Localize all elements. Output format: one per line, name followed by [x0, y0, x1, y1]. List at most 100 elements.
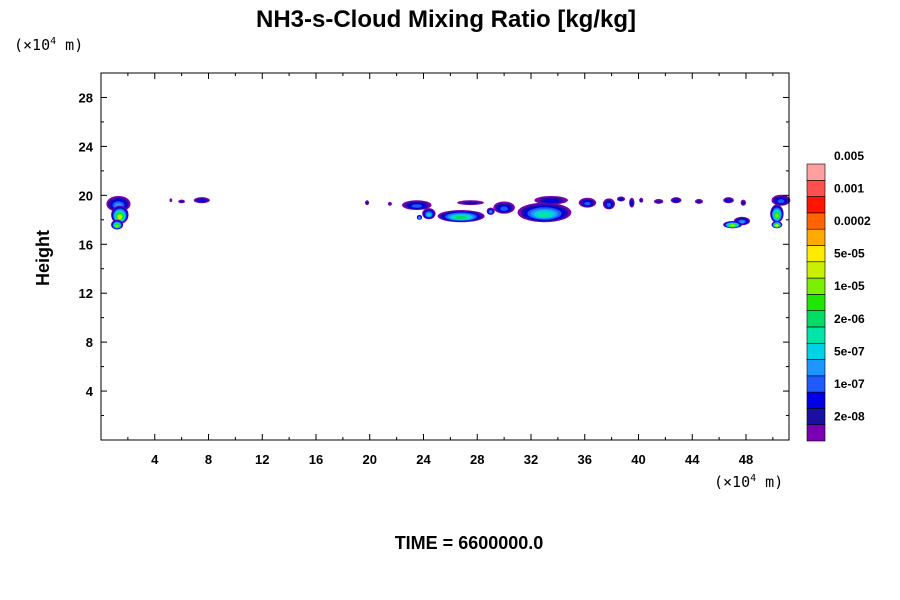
cloud-contour-level: [455, 215, 468, 220]
cloud-contour-level: [655, 200, 662, 204]
cloud-contour-level: [537, 211, 552, 218]
cloud-feature: [534, 195, 568, 205]
cloud-contour-level: [584, 201, 591, 206]
colorbar-swatch: [806, 261, 826, 279]
y-tick-label: 20: [79, 188, 93, 203]
cloud-feature: [169, 198, 173, 203]
x-tick-label: 4: [151, 452, 159, 467]
cloud-contour-level: [426, 213, 431, 217]
cloud-feature: [653, 199, 664, 204]
cloud-feature: [111, 219, 124, 230]
cloud-contour-level: [365, 201, 369, 205]
colorbar-swatch: [806, 212, 826, 230]
y-tick-label: 16: [79, 237, 93, 252]
cloud-feature: [437, 210, 485, 223]
colorbar-swatch: [806, 359, 826, 377]
cloud-contour-level: [387, 202, 392, 206]
cloud-feature: [723, 197, 734, 204]
y-tick-label: 12: [79, 286, 93, 301]
colorbar-label: 5e-05: [834, 247, 865, 261]
colorbar-swatch: [806, 326, 826, 344]
x-tick-label: 36: [578, 452, 592, 467]
x-unit-label: (×104 m): [714, 473, 783, 491]
cloud-contour-level: [730, 224, 735, 227]
colorbar-label: 2e-06: [834, 312, 865, 326]
cloud-contour-level: [115, 224, 119, 227]
cloud-feature: [617, 196, 626, 202]
cloud-feature: [639, 197, 644, 203]
time-label: TIME = 6600000.0: [395, 533, 544, 553]
x-tick-label: 24: [416, 452, 431, 467]
y-tick-label: 8: [86, 335, 93, 350]
x-tick-label: 28: [470, 452, 484, 467]
plot-frame: [100, 72, 790, 441]
cloud-feature: [578, 197, 597, 208]
colorbar-swatch: [806, 228, 826, 246]
cloud-contour-level: [696, 200, 702, 204]
y-tick-label: 4: [86, 384, 94, 399]
cloud-feature: [770, 204, 784, 223]
cloud-contour-level: [726, 199, 731, 203]
y-unit-prefix: (×10: [14, 36, 50, 54]
colorbar-swatch: [806, 408, 826, 426]
cloud-contour-level: [489, 210, 492, 214]
colorbar-swatch: [806, 163, 826, 181]
cloud-contour-level: [775, 224, 779, 227]
cloud-feature: [387, 202, 392, 206]
colorbar-swatch: [806, 294, 826, 311]
x-tick-label: 40: [631, 452, 645, 467]
cloud-contour-level: [411, 204, 423, 208]
colorbar-swatch: [806, 245, 826, 263]
colorbar-label: 1e-05: [834, 279, 865, 293]
colorbar-label: 1e-07: [834, 377, 865, 391]
cloud-contour-level: [198, 199, 206, 203]
cloud-feature: [740, 199, 746, 206]
x-tick-label: 44: [685, 452, 700, 467]
colorbar-label: 0.0002: [834, 214, 871, 228]
colorbar-swatch: [806, 196, 826, 214]
cloud-feature: [629, 197, 635, 208]
colorbar-label: 0.001: [834, 181, 864, 195]
cloud-contour-level: [777, 199, 785, 204]
cloud-contour-level: [179, 200, 184, 203]
cloud-feature: [178, 199, 185, 204]
colorbar-swatch: [806, 342, 826, 360]
cloud-contour-level: [462, 201, 479, 205]
cloud-feature: [670, 197, 682, 204]
cloud-feature: [422, 208, 436, 220]
colorbar-swatch: [806, 424, 826, 442]
colorbar-label: 0.005: [834, 149, 864, 163]
x-unit-exp: 4: [750, 473, 756, 484]
cloud-feature: [493, 201, 515, 214]
colorbar-swatch: [806, 310, 826, 328]
x-tick-label: 32: [524, 452, 538, 467]
x-unit-prefix: (×10: [714, 473, 750, 491]
cloud-feature: [771, 194, 791, 206]
cloud-contour-level: [418, 217, 421, 219]
cloud-feature: [771, 221, 783, 229]
cloud-feature: [111, 205, 129, 225]
x-tick-label: 16: [309, 452, 323, 467]
cloud-feature: [723, 221, 742, 229]
colorbar: 2e-08 1e-07 5e-07 2e-06 1e-05 5e-05 0.0002 0.00…: [806, 149, 871, 442]
colorbar-swatch: [806, 277, 826, 295]
cloud-feature: [694, 199, 703, 204]
cloud-contour-level: [606, 202, 612, 207]
cloud-contour-level: [775, 213, 779, 218]
y-tick-label: 24: [79, 139, 94, 154]
colorbar-swatch: [806, 179, 826, 197]
cloud-contour-level: [741, 201, 745, 205]
cloud-feature: [402, 200, 432, 211]
cloud-contour-level: [739, 220, 745, 224]
colorbar-swatch: [806, 391, 826, 409]
x-tick-label: 12: [255, 452, 269, 467]
colorbar-swatch: [806, 375, 826, 393]
heatmap-plot-area: [106, 194, 791, 230]
cloud-feature: [193, 197, 210, 204]
cloud-feature: [365, 200, 370, 206]
x-tick-label: 8: [205, 452, 212, 467]
y-unit-suffix: m): [56, 36, 83, 54]
y-unit-exp: 4: [50, 36, 56, 47]
